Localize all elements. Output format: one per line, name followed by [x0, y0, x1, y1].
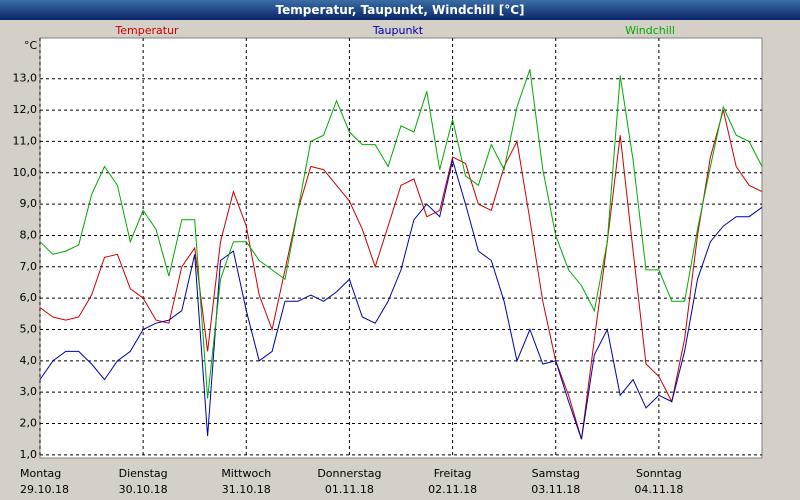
series-line: [39, 158, 763, 440]
y-tick-label: 13,0: [13, 72, 38, 85]
x-tick-label: Mittwoch: [221, 467, 271, 480]
x-tick-label: Sonntag: [636, 467, 682, 480]
x-tick-date: 03.11.18: [531, 483, 580, 496]
y-tick-label: 4,0: [20, 354, 38, 367]
y-tick-label: 6,0: [20, 291, 38, 304]
y-tick-label: 1,0: [20, 448, 38, 461]
y-tick-label: 10,0: [13, 166, 38, 179]
y-tick-label: 5,0: [20, 322, 38, 335]
x-tick-date: 01.11.18: [325, 483, 374, 496]
x-tick-label: Donnerstag: [317, 467, 381, 480]
y-tick-label: 11,0: [13, 134, 38, 147]
x-tick-label: Freitag: [434, 467, 472, 480]
title-bar: Temperatur, Taupunkt, Windchill [°C]: [0, 0, 800, 20]
legend-label: Windchill: [625, 24, 675, 37]
series-line: [39, 69, 763, 399]
x-tick-date: 31.10.18: [222, 483, 271, 496]
legend-label: Temperatur: [114, 24, 179, 37]
y-tick-label: 9,0: [20, 197, 38, 210]
y-tick-label: 3,0: [20, 385, 38, 398]
chart: °C 1,0 2,0 3,0 4,0 5,0 6,0 7,0 8,0 9,0 10,0 11,0 12,…: [13, 24, 763, 496]
x-tick-date: 02.11.18: [428, 483, 477, 496]
y-tick-label: 12,0: [13, 103, 38, 116]
series-line: [39, 109, 763, 440]
y-tick-label: 2,0: [20, 417, 38, 430]
y-tick-label: 7,0: [20, 260, 38, 273]
x-tick-date: 04.11.18: [634, 483, 683, 496]
y-tick-label: 8,0: [20, 228, 38, 241]
x-tick-date: 30.10.18: [119, 483, 168, 496]
x-tick-date: 29.10.18: [20, 483, 69, 496]
chart-title: Temperatur, Taupunkt, Windchill [°C]: [275, 3, 525, 17]
plot-area: [39, 37, 763, 459]
y-axis-label: °C: [24, 39, 38, 52]
x-tick-label: Montag: [20, 467, 61, 480]
x-tick-label: Samstag: [532, 467, 580, 480]
legend-label: Taupunkt: [372, 24, 424, 37]
x-tick-label: Dienstag: [119, 467, 168, 480]
